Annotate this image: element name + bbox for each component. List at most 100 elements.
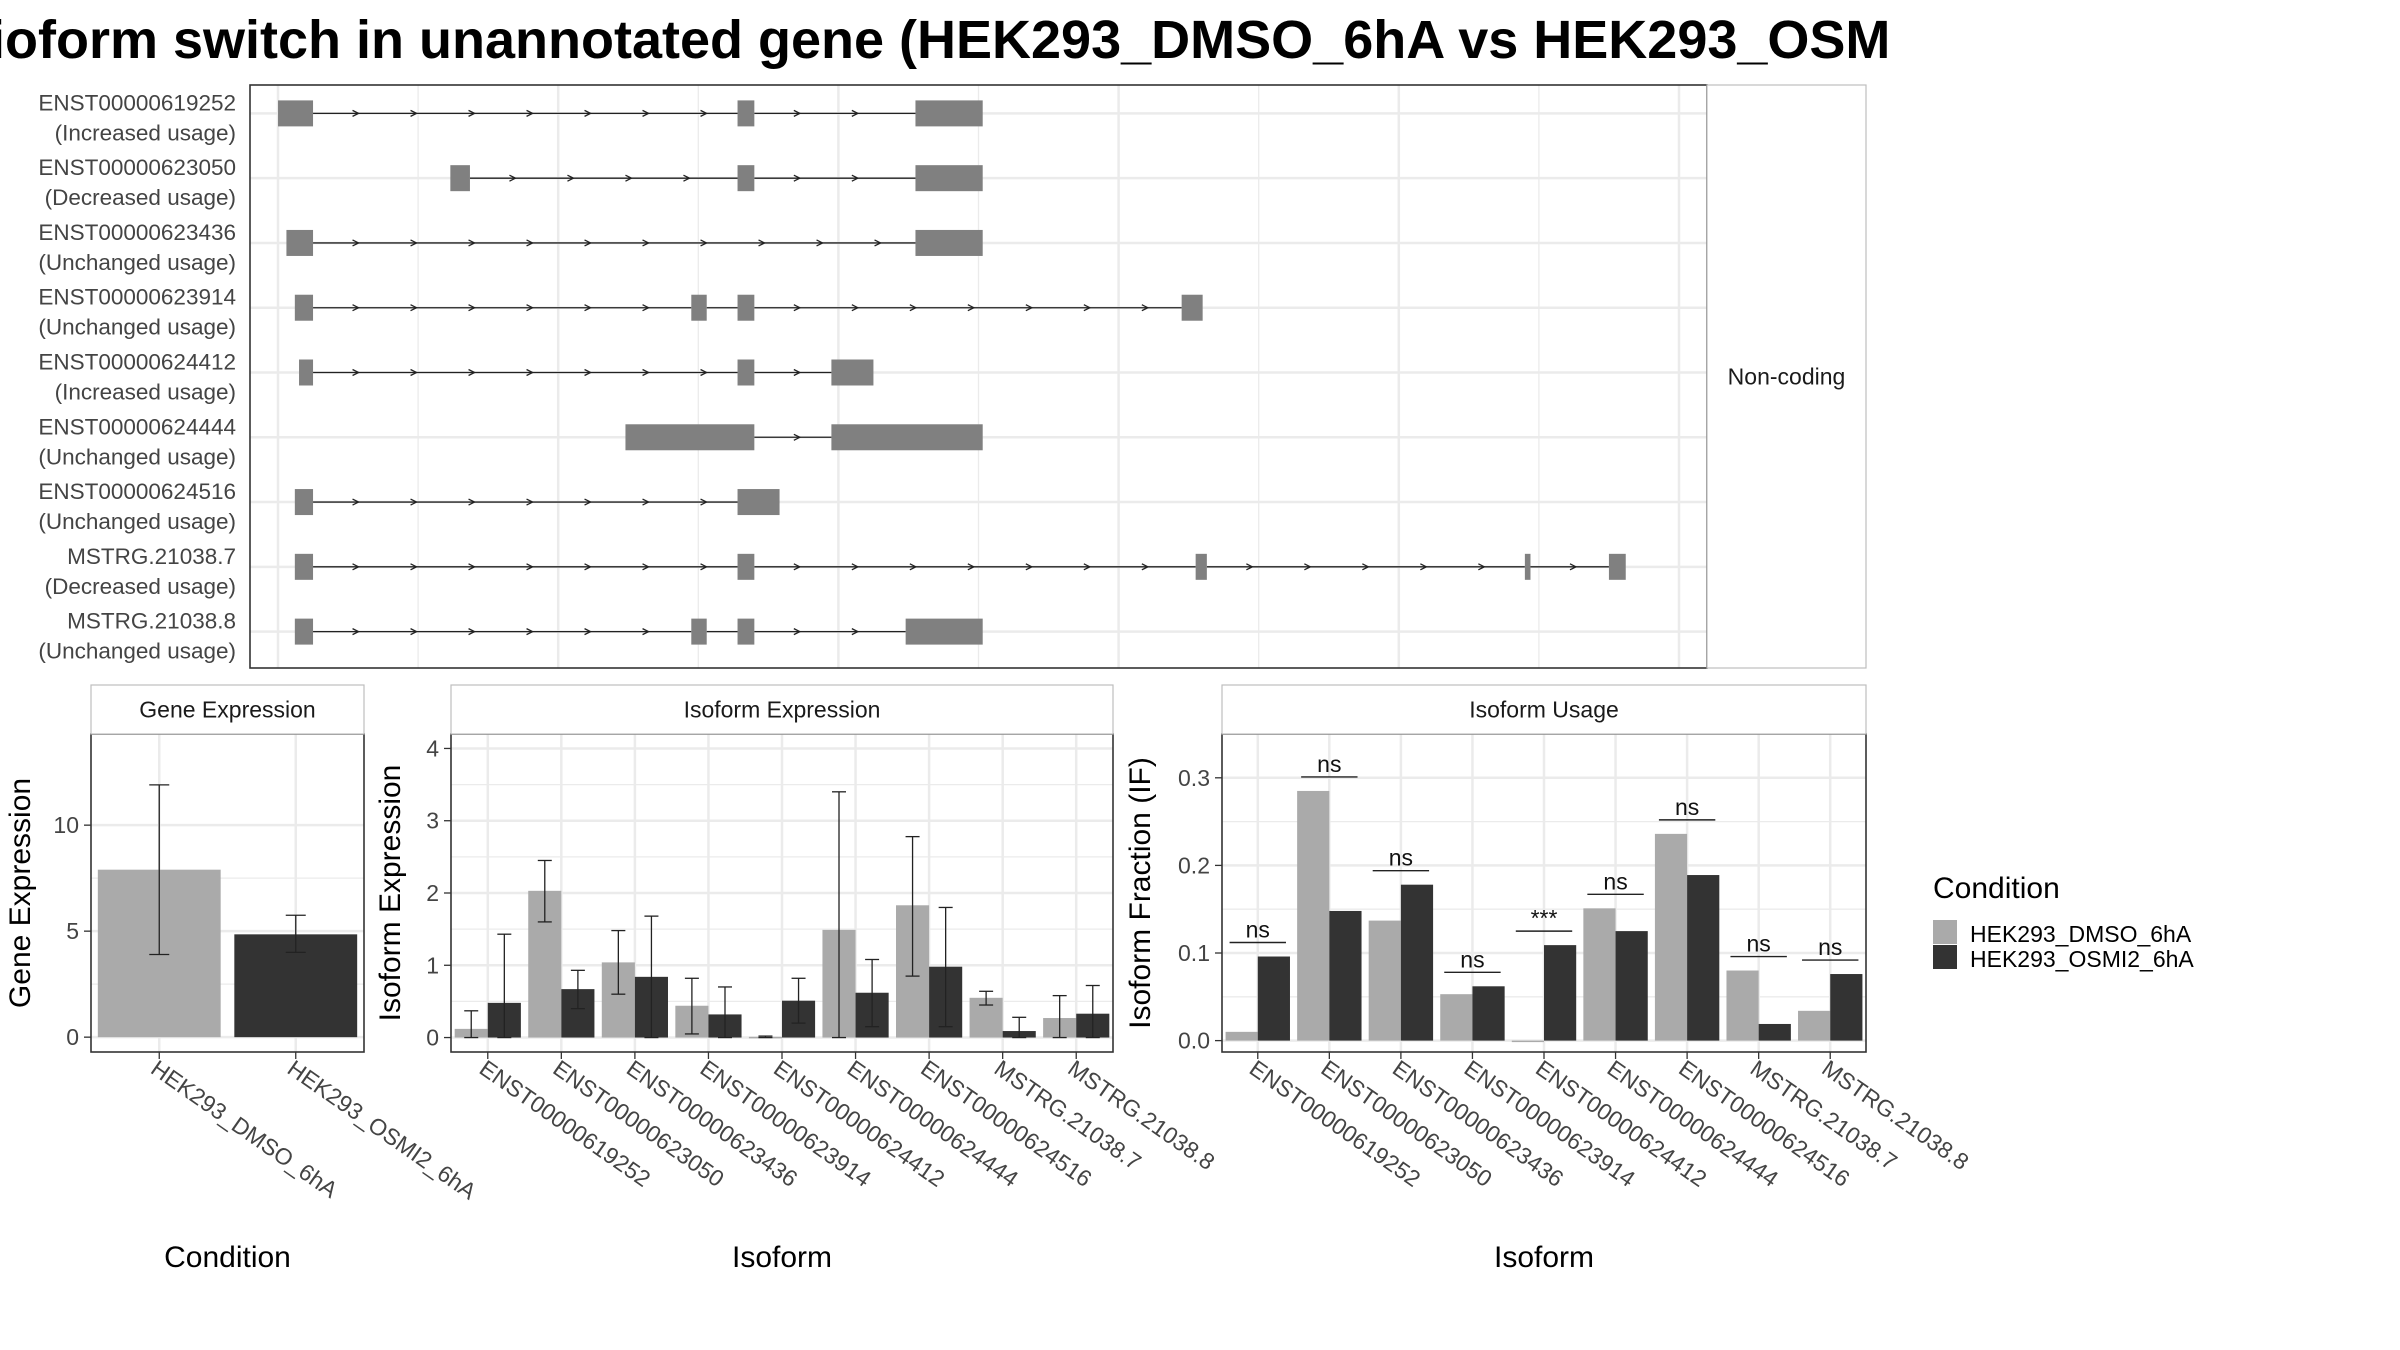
exon-block <box>737 618 755 645</box>
intron-arrow <box>851 563 860 571</box>
bar <box>1615 931 1648 1041</box>
bar <box>1225 1031 1258 1041</box>
exon-block <box>905 618 983 645</box>
track-label: ENST00000624412 <box>38 350 236 375</box>
intron-arrow <box>468 109 476 117</box>
intron-arrow <box>468 304 476 312</box>
significance-label: ns <box>1603 868 1627 894</box>
intron-arrow <box>410 109 418 117</box>
bar <box>1544 945 1577 1041</box>
exon-block <box>294 294 314 321</box>
track-usage-label: (Unchanged usage) <box>38 315 236 340</box>
significance-label: ns <box>1747 931 1771 957</box>
panel-strip <box>1221 684 1867 735</box>
exon-block <box>294 618 314 645</box>
intron-arrow <box>1478 563 1486 571</box>
intron-arrow <box>352 563 360 571</box>
intron-arrow <box>1141 304 1150 312</box>
intron-arrow <box>793 304 802 312</box>
intron-arrow <box>352 368 360 377</box>
bar <box>1400 884 1434 1041</box>
y-tick-label: 0.2 <box>1178 852 1210 878</box>
track-label: MSTRG.21038.7 <box>67 544 236 569</box>
gene-structure-panel: ENST00000619252 (Increased usage) ENST0000… <box>38 84 1867 669</box>
exon-block <box>294 489 314 516</box>
intron-arrow <box>851 109 860 117</box>
significance-label: ns <box>1460 946 1484 972</box>
legend-label-dmso: HEK293_DMSO_6hA <box>1970 921 2192 947</box>
intron-arrow <box>642 368 650 377</box>
intron-arrow <box>700 368 708 377</box>
y-tick-label: 3 <box>426 808 439 834</box>
intron-arrow <box>584 109 592 117</box>
intron-arrow <box>642 239 650 247</box>
intron-arrow <box>410 498 418 506</box>
intron-arrow <box>816 239 824 247</box>
exon-block <box>831 359 874 386</box>
intron-arrow <box>1141 563 1150 571</box>
bar <box>1726 970 1759 1041</box>
intron-arrow <box>410 563 418 571</box>
x-axis-title: Condition <box>164 1241 291 1274</box>
track-label: ENST00000623436 <box>38 220 236 245</box>
intron-arrow <box>683 174 691 182</box>
legend-key-osmi <box>1933 945 1957 969</box>
y-tick-label: 5 <box>66 918 79 944</box>
y-tick-label: 0.0 <box>1178 1028 1210 1054</box>
y-axis-title: Isoform Fraction (IF) <box>1124 757 1157 1029</box>
significance-label: *** <box>1531 905 1558 931</box>
bar <box>1798 1010 1831 1041</box>
intron-arrow <box>509 174 517 182</box>
intron-arrow <box>642 498 650 506</box>
exon-block <box>737 294 755 321</box>
exon-block <box>737 553 755 580</box>
track-label: ENST00000619252 <box>38 90 236 115</box>
intron-arrow <box>793 563 802 571</box>
bar <box>1511 1040 1544 1043</box>
exon-block <box>1608 553 1626 580</box>
intron-arrow <box>793 628 802 636</box>
intron-arrow <box>700 109 708 117</box>
y-tick-label: 0.1 <box>1178 940 1210 966</box>
intron-arrow <box>851 174 860 182</box>
intron-arrow <box>700 498 708 506</box>
intron-arrow <box>909 304 918 312</box>
significance-label: ns <box>1818 934 1842 960</box>
intron-arrow <box>874 239 882 247</box>
intron-arrow <box>584 563 592 571</box>
intron-arrow <box>700 239 708 247</box>
intron-arrow <box>642 304 650 312</box>
panel-strip <box>90 684 365 735</box>
intron-arrow <box>526 628 534 636</box>
intron-arrow <box>584 498 592 506</box>
track-usage-label: (Increased usage) <box>55 120 236 145</box>
intron-arrow <box>468 628 476 636</box>
intron-arrow <box>410 368 418 377</box>
track-usage-label: (Unchanged usage) <box>38 250 236 275</box>
intron-arrow <box>909 563 918 571</box>
bar <box>1257 956 1290 1041</box>
y-tick-label: 1 <box>426 952 439 978</box>
isoform-usage-panel: ns ns ns ns *** ns ns ns ns Isoform Usage 0.0 0.1 0.… <box>1124 684 1974 1274</box>
intron-arrow <box>526 304 534 312</box>
exon-block <box>831 424 983 451</box>
exon-block <box>1195 553 1207 580</box>
track-label: ENST00000623050 <box>38 155 236 180</box>
exon-block <box>737 359 755 386</box>
intron-arrow <box>793 109 802 117</box>
bar <box>1297 790 1330 1041</box>
intron-arrow <box>793 433 802 441</box>
intron-arrow <box>642 563 650 571</box>
intron-arrow <box>758 239 766 247</box>
track-label: ENST00000623914 <box>38 285 236 310</box>
track-usage-label: (Unchanged usage) <box>38 444 236 469</box>
exon-block <box>450 165 470 192</box>
exon-block <box>625 424 755 451</box>
intron-arrow <box>352 498 360 506</box>
intron-arrow <box>1362 563 1370 571</box>
y-axis-title: Isoform Expression <box>374 765 407 1022</box>
exon-block <box>278 100 314 127</box>
intron-arrow <box>851 628 860 636</box>
intron-arrow <box>1025 304 1034 312</box>
exon-block <box>691 294 707 321</box>
